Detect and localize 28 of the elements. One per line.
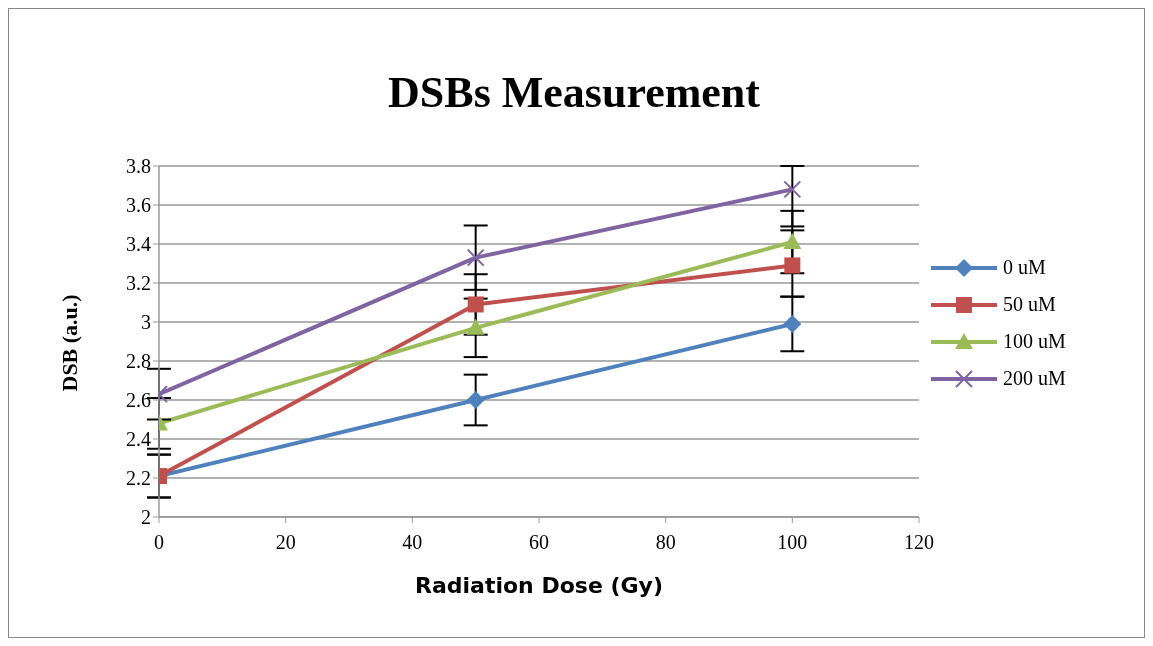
legend-label: 0 uM <box>1003 256 1046 279</box>
x-tick-label: 40 <box>402 531 423 554</box>
x-tick-label: 60 <box>529 531 549 554</box>
y-tick-label: 2.6 <box>126 389 151 412</box>
x-axis-title: Radiation Dose (Gy) <box>415 572 663 598</box>
y-tick-label: 3.4 <box>126 233 151 256</box>
x-tick-label: 120 <box>904 531 934 554</box>
point <box>784 257 801 274</box>
y-tick-label: 3.8 <box>126 155 151 178</box>
point <box>783 180 802 199</box>
x-tick-label: 20 <box>275 531 296 554</box>
y-axis-title: DSB (a.u.) <box>56 294 82 392</box>
y-tick-label: 3.6 <box>126 194 151 217</box>
legend-label: 200 uM <box>1003 367 1066 390</box>
y-tick-label: 2.8 <box>126 350 151 373</box>
x-tick-label: 80 <box>655 531 676 554</box>
x-tick-label: 0 <box>154 531 164 554</box>
y-tick-label: 3.2 <box>126 272 151 295</box>
y-tick-label: 2 <box>141 506 151 529</box>
point <box>783 233 802 250</box>
x-tick-label: 100 <box>777 531 808 554</box>
legend-label: 100 uM <box>1003 330 1066 353</box>
y-tick-label: 2.4 <box>126 428 151 451</box>
legend-label: 50 uM <box>1003 293 1056 316</box>
point <box>783 314 802 333</box>
y-tick-label: 2.2 <box>126 467 151 490</box>
chart-title: DSBs Measurement <box>387 67 761 118</box>
y-tick-label: 3 <box>141 311 151 334</box>
